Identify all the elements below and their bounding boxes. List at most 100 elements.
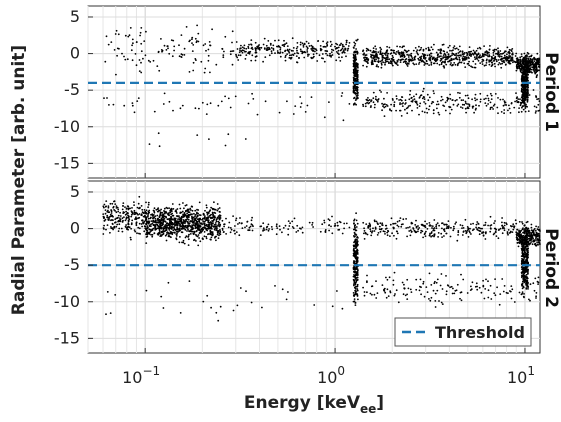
data-point [436,278,439,281]
data-point [521,260,523,262]
data-point [454,47,457,50]
data-point [166,225,169,227]
data-point [121,208,124,211]
data-point [202,220,205,223]
data-point [529,238,532,241]
data-point [518,291,521,294]
data-point [524,262,526,265]
data-point [428,96,431,99]
data-point [534,72,537,75]
data-point [498,53,501,56]
data-point [497,97,499,99]
data-point [534,112,537,114]
data-point [212,219,215,222]
data-point [423,101,425,103]
data-point [462,227,465,229]
data-point [353,300,356,303]
data-point [369,230,372,233]
data-point [456,283,459,286]
data-point [456,239,459,242]
data-point [176,227,179,230]
data-point [116,54,118,57]
data-point [288,54,291,57]
data-point [215,311,218,314]
data-point [498,303,501,306]
data-point [357,298,359,301]
data-point [522,69,524,72]
data-point [153,110,156,113]
data-point [522,249,525,252]
data-point [449,235,452,238]
data-point [455,56,458,59]
data-point [497,55,500,57]
data-point [512,59,514,62]
data-point [331,232,334,235]
data-point [365,223,368,226]
data-point [421,230,424,233]
data-point [508,52,511,55]
data-point [262,229,265,231]
data-point [526,76,529,79]
data-point [484,221,487,224]
data-point [324,50,327,52]
data-point [419,96,421,98]
data-point [483,297,486,300]
data-point [110,227,113,230]
data-point [304,111,307,113]
data-point [143,220,146,223]
data-point [352,244,355,247]
data-point [236,56,239,59]
data-point [395,289,398,292]
data-point [529,64,532,67]
data-point [440,57,443,60]
data-point [509,290,511,292]
data-point [529,58,532,61]
data-point [446,223,448,226]
data-point [384,103,386,106]
panel-2-points [102,195,541,322]
data-point [183,47,186,50]
data-point [440,55,442,58]
data-point [395,230,398,233]
data-point [323,60,326,63]
data-point [424,54,426,57]
data-point [355,267,358,270]
data-point [456,58,459,61]
data-point [467,97,470,100]
data-point [402,58,404,61]
data-point [521,282,524,285]
data-point [538,100,541,102]
data-point [153,211,156,214]
data-point [444,60,446,63]
data-point [503,227,506,230]
data-point [461,107,464,109]
data-point [336,290,338,292]
data-point [368,222,371,225]
data-point [222,54,225,56]
data-point [271,228,274,231]
data-point [417,57,420,60]
data-point [439,284,442,287]
data-point [268,47,271,50]
data-point [485,64,487,66]
data-point [237,223,239,225]
data-point [459,224,462,226]
data-point [343,45,345,48]
data-point [363,53,365,56]
data-point [180,56,183,58]
data-point [465,51,468,54]
panel-1-points [103,24,541,148]
data-point [397,225,400,228]
data-point [490,298,493,300]
data-point [433,59,436,61]
data-point [248,226,251,229]
data-point [234,232,236,235]
data-point [425,230,427,233]
data-point [524,107,527,109]
data-point [444,109,447,112]
data-point [397,51,400,54]
data-point [223,223,225,226]
data-point [345,43,347,46]
data-point [175,210,178,213]
data-point [194,214,197,216]
